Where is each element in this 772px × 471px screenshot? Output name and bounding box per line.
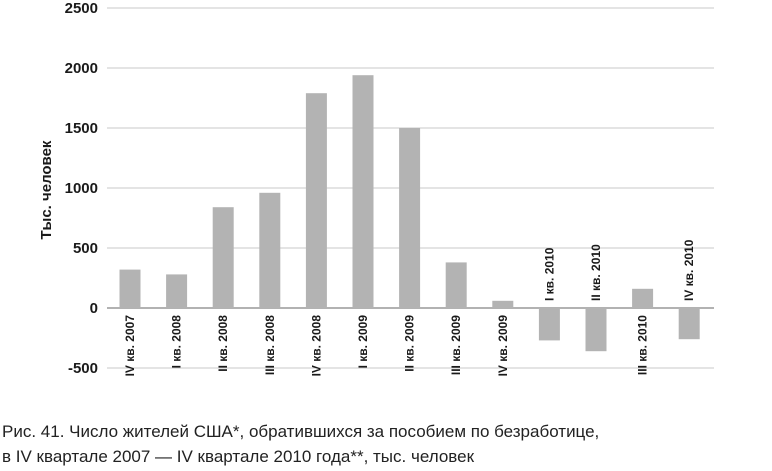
bar [399,128,421,308]
bar [585,308,607,352]
category-label: IV кв. 2010 [682,239,696,301]
bar [538,308,560,341]
bar [632,288,654,308]
bar [119,269,141,308]
y-tick-label: 2000 [65,60,98,77]
caption-line-2: в IV квартале 2007 — IV квартале 2010 го… [2,447,475,466]
category-label: I кв. 2008 [170,315,184,369]
y-tick-label: -500 [68,360,98,377]
category-label: III кв. 2009 [449,315,463,375]
bar [445,262,467,308]
y-tick-label: 1000 [65,180,98,197]
y-tick-label: 500 [73,240,98,257]
category-label: IV кв. 2008 [309,315,323,377]
bar [305,93,327,308]
category-label: III кв. 2008 [263,315,277,375]
bar [259,192,281,308]
y-tick-label: 1500 [65,120,98,137]
bar [492,300,514,308]
caption-line-1: Рис. 41. Число жителей США*, обратившихс… [2,422,600,441]
category-label: I кв. 2009 [356,315,370,369]
category-label: II кв. 2009 [403,315,417,372]
category-labels: IV кв. 2007 I кв. 2008 II кв. 2008 III кв. … [123,239,696,376]
figure-caption: Рис. 41. Число жителей США*, обратившихс… [2,419,772,469]
category-label: I кв. 2010 [542,247,556,301]
bars [119,75,700,352]
category-label: IV кв. 2009 [496,315,510,377]
bar [166,274,188,308]
category-label: III кв. 2010 [636,315,650,375]
category-label: II кв. 2010 [589,244,603,301]
unemployment-claims-chart: 2500 2000 1500 1000 500 0 -500 IV кв. 2007 I кв… [38,0,714,377]
bar [678,308,700,340]
y-axis-label: Тыс. человек [38,140,55,239]
category-label: IV кв. 2007 [123,315,137,377]
y-axis-ticks: 2500 2000 1500 1000 500 0 -500 [65,0,98,377]
y-tick-label: 0 [90,300,98,317]
bar [212,207,234,308]
y-tick-label: 2500 [65,0,98,17]
bar [352,75,374,308]
category-label: II кв. 2008 [216,315,230,372]
